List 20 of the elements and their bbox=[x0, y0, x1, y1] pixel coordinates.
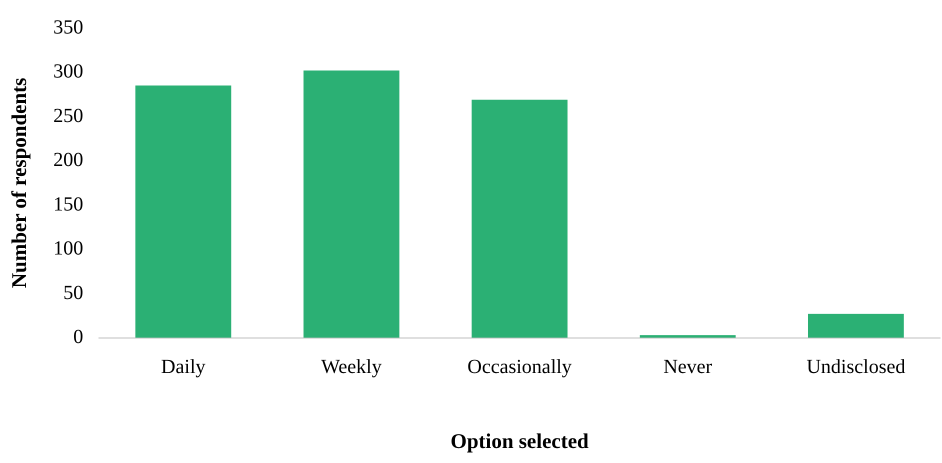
x-tick-label: Occasionally bbox=[467, 356, 572, 378]
bar bbox=[304, 70, 400, 338]
bar bbox=[808, 314, 904, 338]
y-tick-label: 350 bbox=[53, 16, 84, 38]
y-tick-label: 0 bbox=[73, 326, 84, 348]
bar bbox=[472, 100, 568, 338]
bar bbox=[135, 86, 232, 338]
y-tick-label: 150 bbox=[53, 193, 84, 216]
x-tick-label: Daily bbox=[161, 356, 206, 378]
y-tick-label: 100 bbox=[53, 238, 84, 260]
x-tick-label: Weekly bbox=[321, 356, 382, 378]
x-tick-label: Undisclosed bbox=[806, 356, 906, 378]
y-tick-label: 200 bbox=[53, 149, 84, 172]
y-axis-title: Number of respondents bbox=[7, 78, 32, 288]
x-tick-label: Never bbox=[663, 356, 713, 378]
bar bbox=[640, 335, 736, 338]
y-tick-label: 250 bbox=[53, 104, 84, 127]
y-tick-label: 50 bbox=[63, 282, 84, 304]
x-axis-title: Option selected bbox=[450, 428, 590, 453]
y-tick-label: 300 bbox=[53, 60, 84, 83]
